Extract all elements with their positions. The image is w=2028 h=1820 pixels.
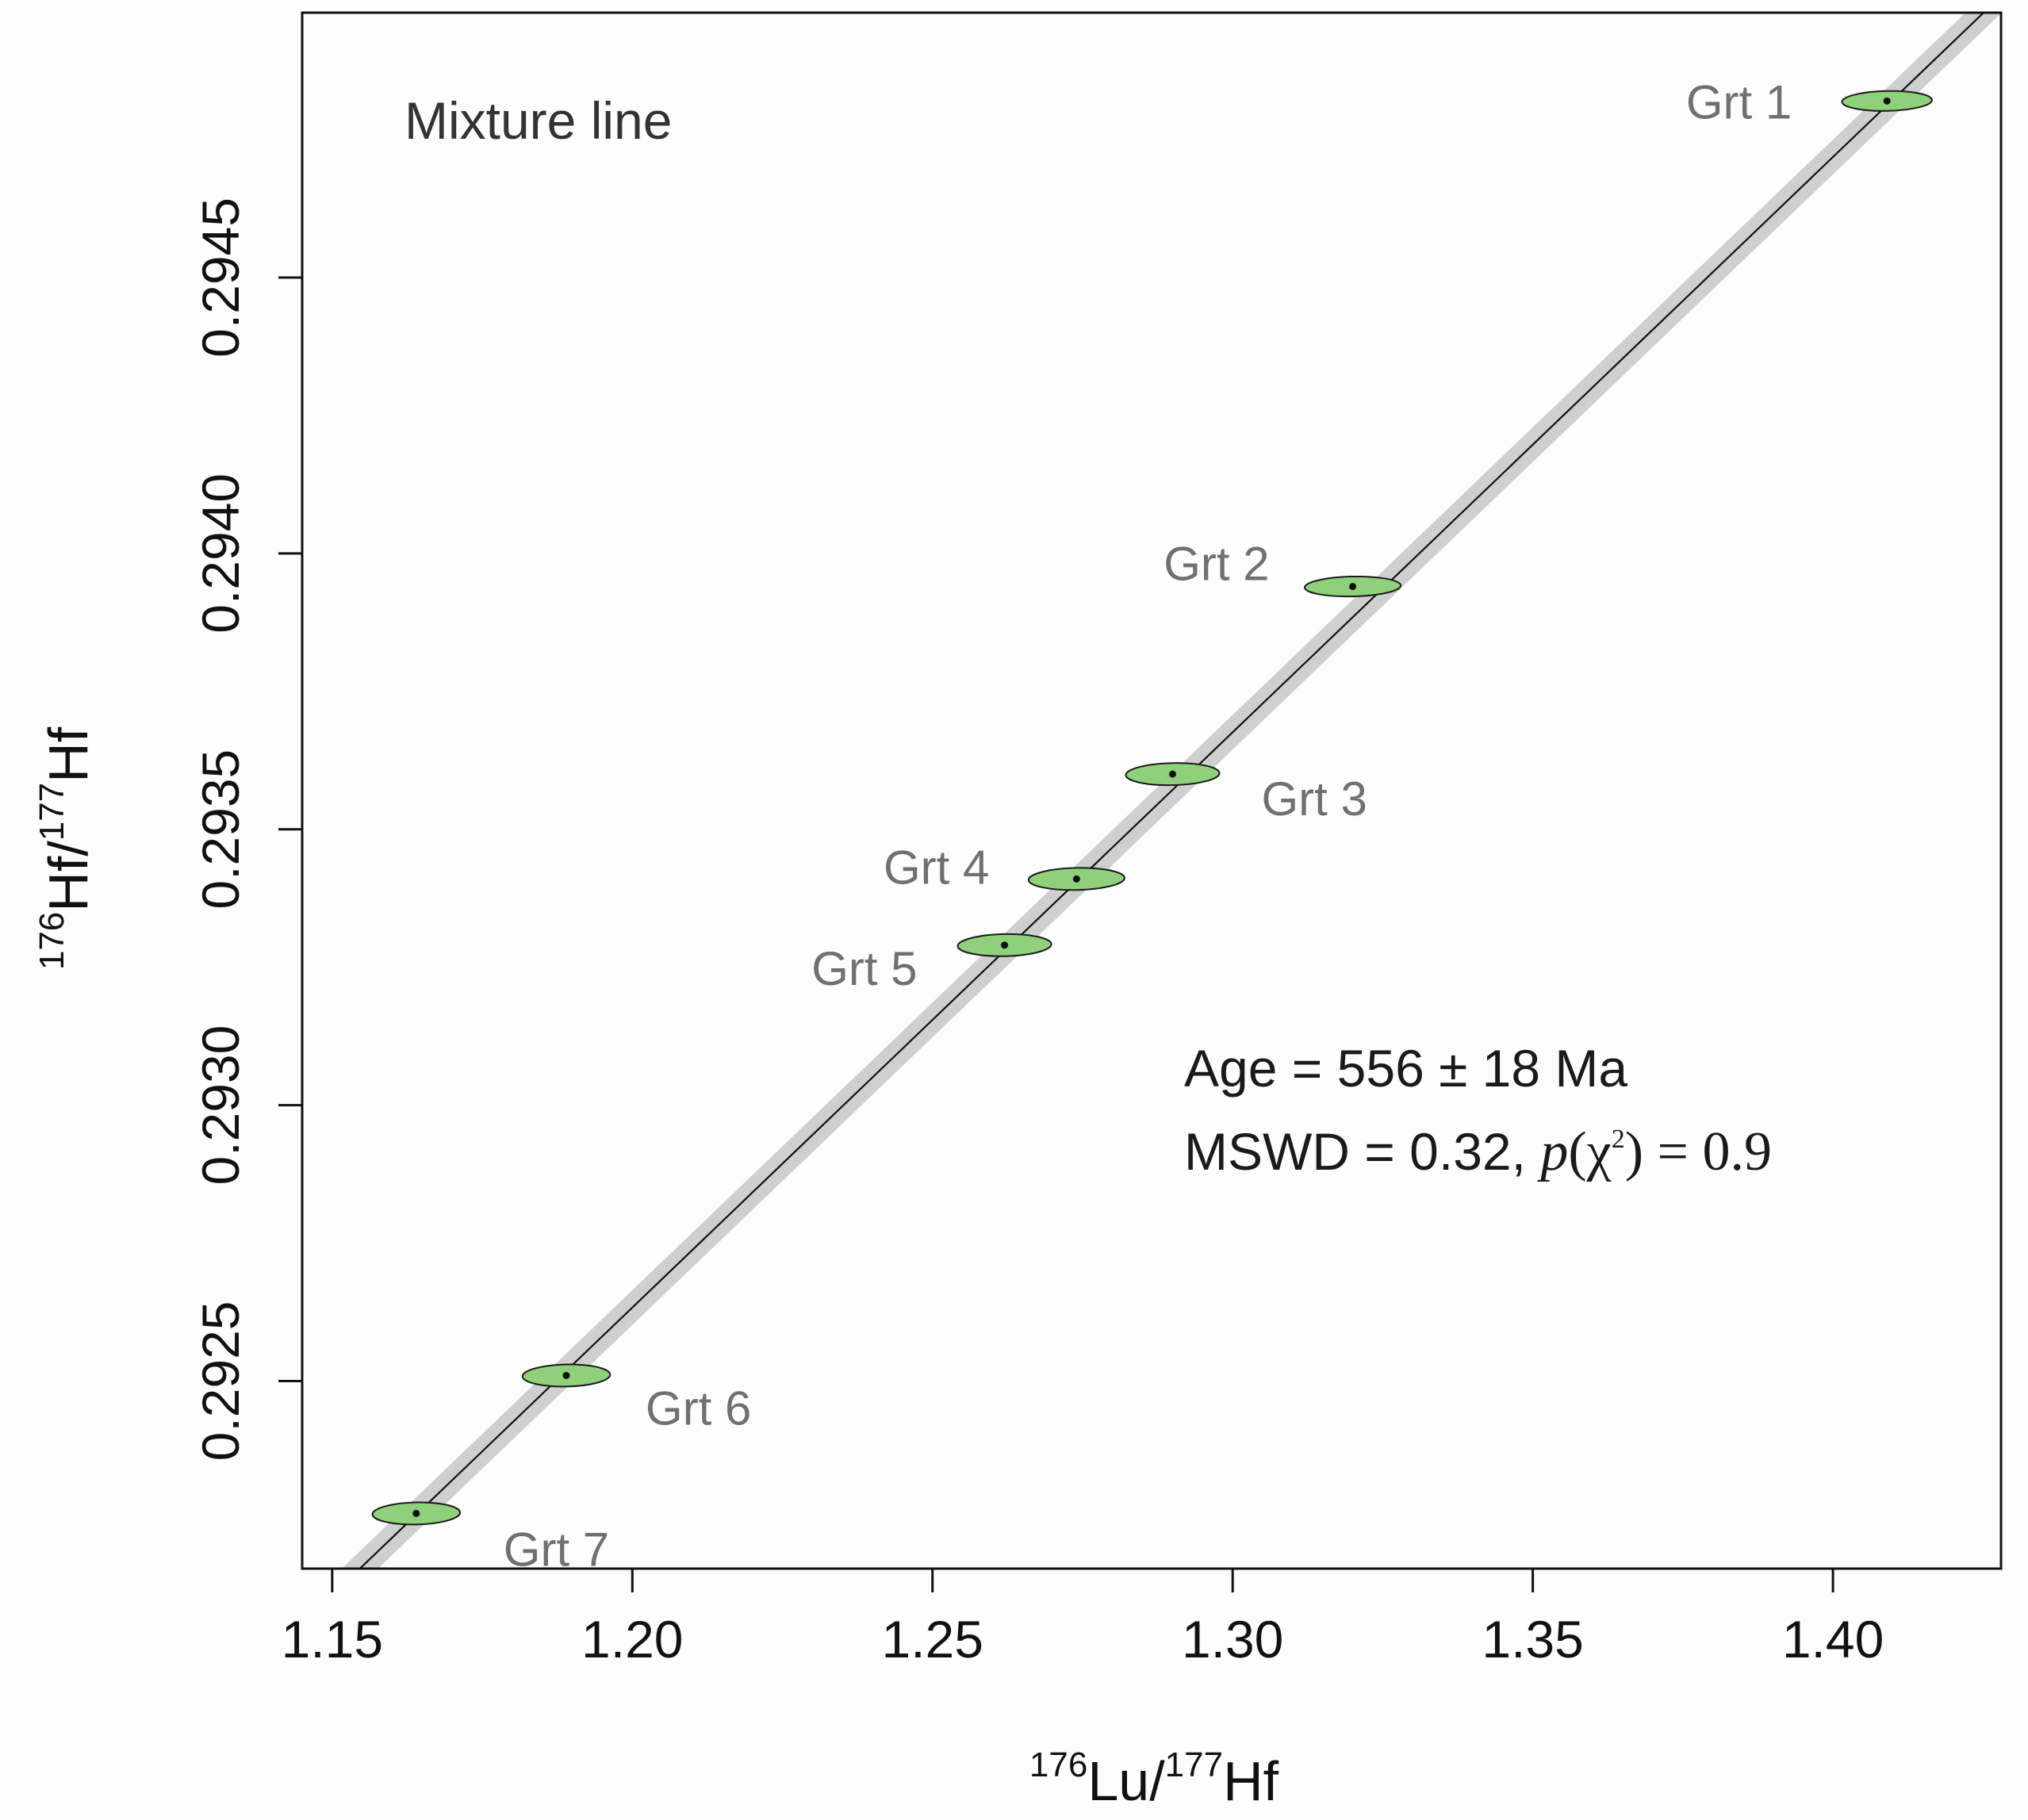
x-axis-label: 176Lu/177Hf	[1029, 1745, 1279, 1812]
x-tick-label: 1.15	[282, 1610, 383, 1669]
y-axis-label: 176Hf/177Hf	[33, 726, 99, 970]
point-label: Grt 6	[646, 1381, 751, 1435]
x-label-num-element: Lu	[1087, 1750, 1149, 1812]
data-point	[1001, 941, 1009, 949]
x-label-den-element: Hf	[1223, 1750, 1279, 1812]
p-symbol: p	[1536, 1121, 1568, 1182]
point-label: Grt 5	[811, 942, 917, 995]
data-point	[1072, 875, 1080, 883]
y-label-slash: /	[37, 841, 99, 856]
y-label-den-element: Hf	[37, 726, 99, 783]
x-tick-label: 1.25	[882, 1610, 983, 1669]
data-point	[562, 1371, 570, 1379]
x-tick-label: 1.20	[581, 1610, 683, 1669]
y-tick-label: 0.2935	[191, 749, 250, 910]
p-close-text: ) = 0.9	[1625, 1121, 1772, 1182]
x-tick-label: 1.35	[1482, 1610, 1583, 1669]
mixture-line-annotation: Mixture line	[404, 91, 672, 150]
point-label: Grt 7	[504, 1523, 609, 1576]
x-label-den-mass: 177	[1165, 1745, 1223, 1784]
y-label-num-mass: 176	[33, 912, 71, 970]
point-label: Grt 1	[1686, 75, 1792, 128]
mswd-annotation: MSWD = 0.32, p(χ2) = 0.9	[1184, 1121, 1772, 1182]
regression-line	[358, 13, 1985, 1569]
y-tick-label: 0.2930	[191, 1025, 250, 1186]
y-tick-label: 0.2940	[191, 473, 250, 634]
y-tick-label: 0.2945	[191, 197, 250, 358]
x-tick-label: 1.30	[1182, 1610, 1283, 1669]
y-tick-label: 0.2925	[191, 1301, 250, 1462]
age-annotation: Age = 556 ± 18 Ma	[1184, 1039, 1627, 1098]
chi-superscript: 2	[1612, 1125, 1625, 1154]
mswd-text: MSWD = 0.32,	[1184, 1122, 1540, 1181]
data-point	[1883, 97, 1891, 105]
point-label: Grt 4	[884, 841, 989, 894]
y-label-num-element: Hf	[37, 856, 99, 912]
data-point	[1349, 583, 1357, 591]
point-label: Grt 3	[1261, 772, 1367, 826]
chi-symbol: χ	[1586, 1121, 1612, 1182]
x-label-num-mass: 176	[1029, 1745, 1087, 1784]
data-point	[1168, 770, 1176, 778]
y-label-den-mass: 177	[33, 783, 71, 841]
p-open-paren: (	[1568, 1121, 1586, 1182]
data-point	[412, 1509, 420, 1517]
x-tick-label: 1.40	[1782, 1610, 1884, 1669]
point-label: Grt 2	[1164, 538, 1269, 591]
x-label-slash: /	[1149, 1750, 1165, 1812]
